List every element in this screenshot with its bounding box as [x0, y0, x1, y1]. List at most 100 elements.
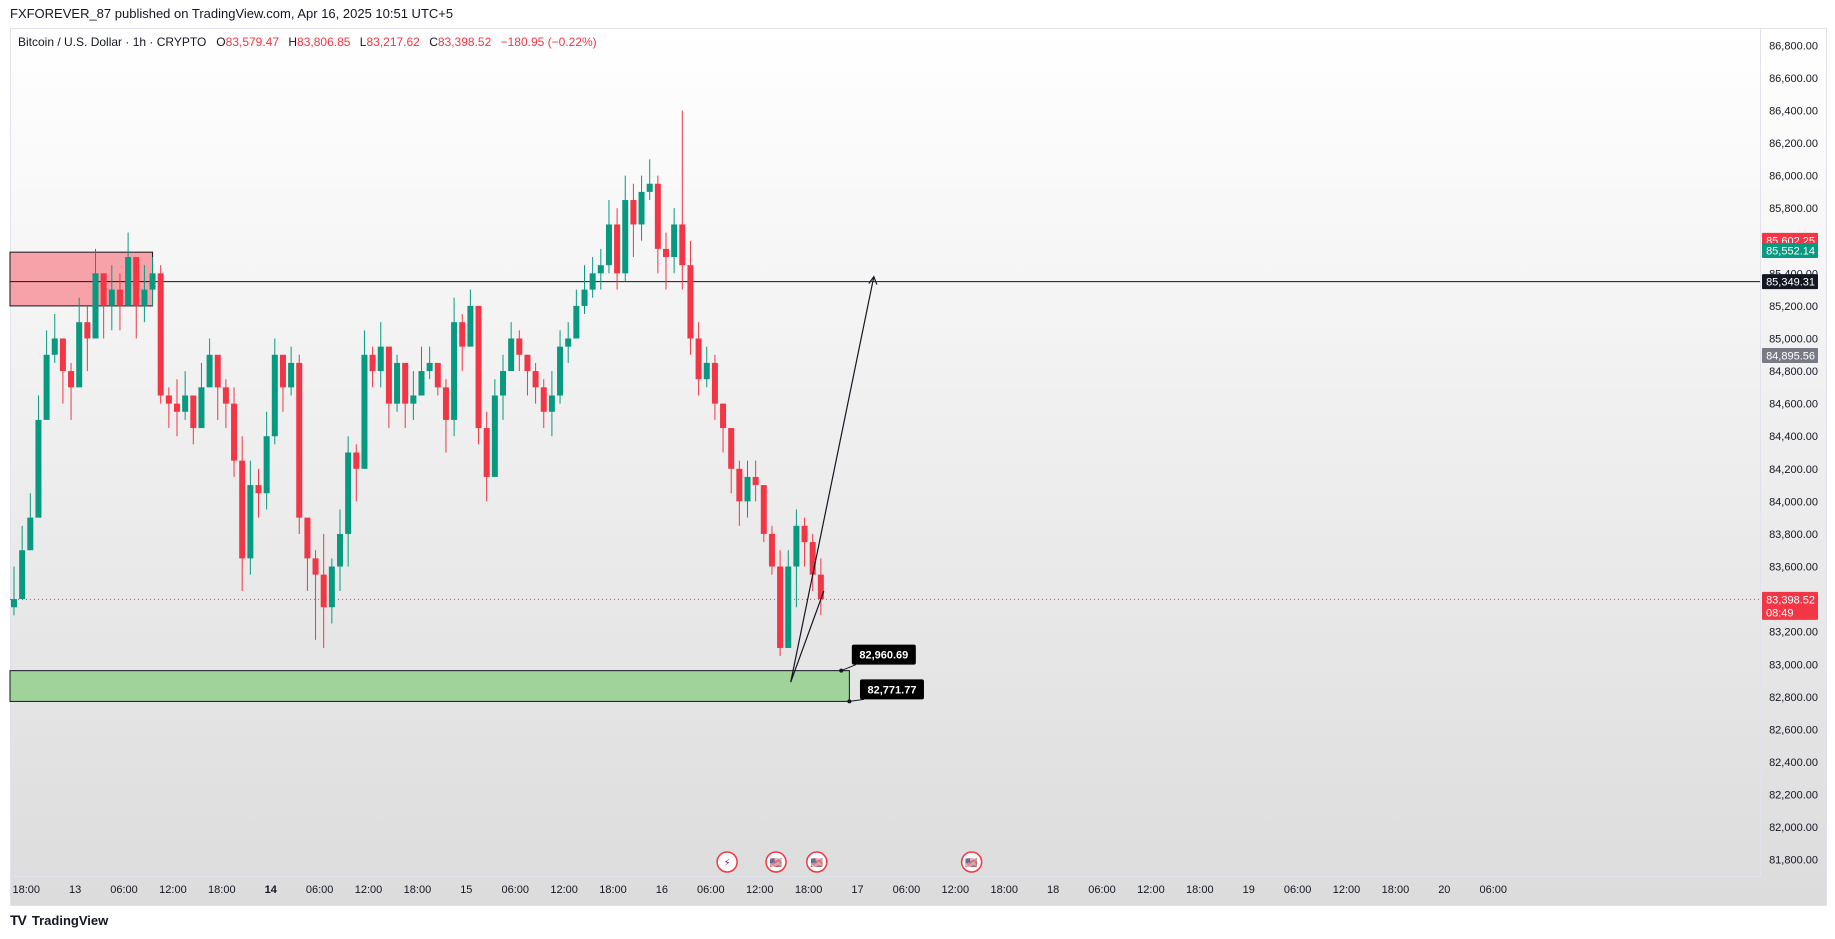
brand-label[interactable]: TradingView	[31, 912, 109, 928]
candle[interactable]	[353, 444, 360, 502]
chart-frame[interactable]	[10, 28, 1827, 906]
candle[interactable]	[59, 338, 66, 404]
candle[interactable]	[508, 322, 515, 372]
candle[interactable]	[149, 257, 156, 306]
candle[interactable]	[239, 436, 246, 591]
candle[interactable]	[728, 428, 735, 494]
projection-path[interactable]	[790, 276, 875, 683]
candle[interactable]	[255, 468, 262, 518]
candle[interactable]	[92, 248, 99, 339]
candle[interactable]	[394, 354, 401, 412]
candle[interactable]	[361, 330, 368, 469]
candle[interactable]	[279, 354, 286, 412]
candle[interactable]	[622, 175, 629, 282]
candle[interactable]	[231, 387, 238, 477]
candle[interactable]	[410, 371, 417, 420]
candle[interactable]	[402, 362, 409, 429]
candle[interactable]	[597, 248, 604, 290]
candle[interactable]	[459, 314, 466, 372]
candle[interactable]	[785, 550, 792, 648]
candle[interactable]	[663, 232, 669, 290]
flash-event-icon[interactable]: ⚡	[716, 851, 738, 873]
candle[interactable]	[174, 379, 180, 437]
candle[interactable]	[500, 354, 506, 420]
candle[interactable]	[206, 338, 213, 388]
candle[interactable]	[377, 322, 384, 388]
candle[interactable]	[516, 330, 523, 372]
price-callout[interactable]: 82,771.77	[847, 679, 924, 704]
candle[interactable]	[687, 240, 694, 355]
candle[interactable]	[605, 200, 612, 274]
candle[interactable]	[442, 379, 449, 453]
candle[interactable]	[125, 232, 132, 306]
candle[interactable]	[133, 257, 140, 339]
candle[interactable]	[703, 346, 710, 388]
candle[interactable]	[654, 175, 661, 274]
candle[interactable]	[165, 387, 172, 429]
candle[interactable]	[222, 379, 229, 429]
candle[interactable]	[817, 558, 824, 616]
candle[interactable]	[467, 289, 474, 347]
candle[interactable]	[573, 289, 580, 339]
candle[interactable]	[296, 354, 303, 534]
candle[interactable]	[671, 208, 678, 274]
candle[interactable]	[68, 362, 75, 420]
candle[interactable]	[11, 566, 17, 616]
candle[interactable]	[557, 330, 564, 404]
us-flag-event-icon[interactable]: 🇺🇸	[765, 851, 787, 873]
candle[interactable]	[426, 346, 433, 380]
candle[interactable]	[752, 460, 759, 502]
candle[interactable]	[581, 265, 588, 315]
candle[interactable]	[320, 533, 327, 648]
candle[interactable]	[312, 550, 319, 640]
us-flag-event-icon[interactable]: 🇺🇸	[806, 851, 828, 873]
candle[interactable]	[760, 485, 767, 543]
candle[interactable]	[247, 460, 254, 575]
candle[interactable]	[157, 265, 164, 404]
supply-zone[interactable]	[9, 251, 154, 307]
candle[interactable]	[809, 533, 816, 591]
candle[interactable]	[532, 362, 539, 404]
candle[interactable]	[434, 362, 441, 396]
candle[interactable]	[679, 110, 686, 290]
demand-zone[interactable]	[9, 670, 850, 702]
candle[interactable]	[777, 550, 784, 657]
candle[interactable]	[328, 558, 335, 624]
candle[interactable]	[35, 395, 42, 518]
candle[interactable]	[141, 265, 148, 323]
candle[interactable]	[614, 208, 621, 290]
candle[interactable]	[263, 411, 270, 510]
candle[interactable]	[108, 265, 115, 331]
candle[interactable]	[638, 175, 645, 241]
candle[interactable]	[565, 322, 572, 363]
candle[interactable]	[116, 273, 123, 331]
candle[interactable]	[524, 354, 531, 396]
candle[interactable]	[736, 460, 743, 526]
candle[interactable]	[84, 305, 91, 372]
candle[interactable]	[288, 346, 295, 396]
candle[interactable]	[548, 371, 555, 437]
candle[interactable]	[744, 460, 751, 518]
candle[interactable]	[369, 346, 376, 388]
candle[interactable]	[491, 379, 498, 477]
candle[interactable]	[198, 362, 205, 429]
candle[interactable]	[51, 314, 58, 363]
candle[interactable]	[475, 305, 482, 445]
candle[interactable]	[19, 525, 26, 600]
us-flag-event-icon[interactable]: 🇺🇸	[960, 851, 983, 873]
candle[interactable]	[304, 517, 311, 591]
candle[interactable]	[711, 354, 718, 420]
candle[interactable]	[801, 517, 808, 567]
price-callout[interactable]: 82,960.69	[839, 644, 916, 673]
candle[interactable]	[190, 395, 197, 445]
candle[interactable]	[418, 346, 425, 396]
candle[interactable]	[27, 493, 34, 551]
candle[interactable]	[337, 509, 343, 591]
candle[interactable]	[483, 411, 490, 502]
candle[interactable]	[182, 371, 189, 420]
candle[interactable]	[646, 159, 653, 201]
candle[interactable]	[345, 436, 352, 567]
candle[interactable]	[451, 297, 458, 437]
candle[interactable]	[214, 354, 221, 420]
